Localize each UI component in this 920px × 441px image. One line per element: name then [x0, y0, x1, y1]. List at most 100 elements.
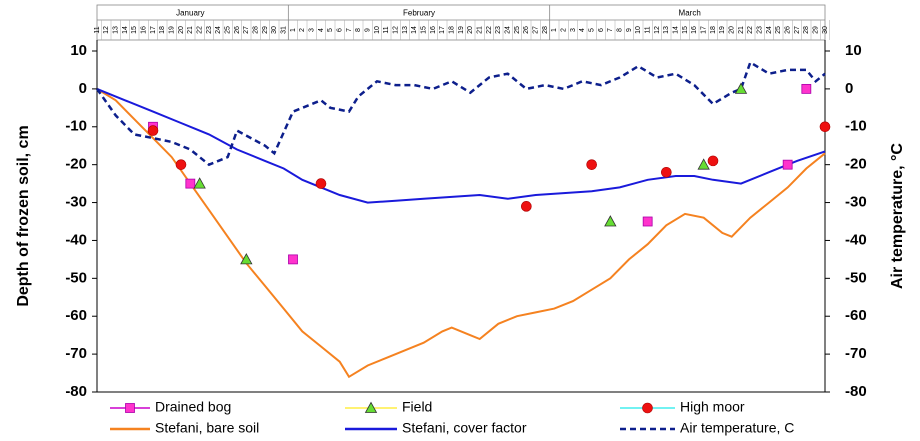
y-tick-label: -40: [65, 231, 87, 248]
x-tick-label: 18: [710, 26, 717, 34]
legend-label: Drained bog: [155, 399, 231, 415]
point: [193, 177, 206, 189]
x-tick-label: 13: [663, 26, 670, 34]
y-tick-label: -60: [65, 307, 87, 324]
y2-tick-label: -40: [845, 231, 867, 248]
x-tick-label: 15: [131, 26, 138, 34]
x-tick-label: 14: [673, 26, 680, 34]
x-tick-label: 7: [607, 28, 614, 32]
legend-label: Field: [402, 399, 432, 415]
x-tick-label: 18: [449, 26, 456, 34]
x-tick-label: 8: [355, 28, 362, 32]
x-tick-label: 16: [430, 26, 437, 34]
x-tick-label: 30: [271, 26, 278, 34]
point: [185, 178, 196, 189]
x-tick-label: 20: [467, 26, 474, 34]
x-tick-label: 6: [337, 28, 344, 32]
point: [801, 83, 812, 94]
x-tick-label: 22: [197, 26, 204, 34]
legend-marker: [364, 401, 378, 413]
legend-marker: [125, 403, 135, 413]
point: [819, 121, 831, 133]
point: [240, 253, 253, 265]
series-line: [95, 60, 826, 167]
x-tick-label: 21: [187, 26, 194, 34]
point: [697, 158, 710, 170]
x-tick-label: 8: [617, 28, 624, 32]
point: [315, 178, 327, 189]
x-tick-label: 14: [122, 26, 129, 34]
x-tick-label: 24: [505, 26, 512, 34]
x-tick-label: 30: [822, 26, 829, 34]
point: [734, 82, 748, 94]
point: [707, 155, 719, 167]
x-tick-label: 25: [775, 26, 782, 34]
y2-tick-label: -80: [845, 383, 867, 400]
x-tick-label: 28: [803, 26, 810, 34]
x-tick-label: 5: [327, 28, 334, 32]
x-tick-label: 4: [318, 28, 325, 32]
x-tick-label: 1: [290, 28, 297, 32]
x-tick-label: 25: [514, 26, 521, 34]
x-tick-label: 2: [561, 28, 568, 32]
legend-label: Stefani, cover factor: [402, 420, 527, 436]
x-tick-label: 12: [103, 26, 110, 34]
y2-tick-label: -20: [845, 156, 867, 173]
x-tick-label: 20: [178, 26, 185, 34]
x-tick-label: 1: [551, 28, 558, 32]
y-tick-label: -30: [65, 194, 87, 211]
x-tick-label: 23: [495, 26, 502, 34]
x-tick-label: 26: [785, 26, 792, 34]
legend-marker: [642, 402, 653, 414]
y2-tick-label: -70: [845, 345, 867, 362]
x-tick-label: 10: [635, 26, 642, 34]
x-tick-label: 31: [281, 26, 288, 34]
x-tick-label: 3: [309, 28, 316, 32]
x-tick-label: 22: [747, 26, 754, 34]
x-tick-label: 14: [411, 26, 418, 34]
month-label: February: [403, 9, 435, 18]
x-tick-label: 26: [523, 26, 530, 34]
x-tick-label: 27: [243, 26, 250, 34]
x-tick-label: 12: [393, 26, 400, 34]
x-tick-label: 11: [383, 26, 390, 33]
x-tick-label: 25: [225, 26, 232, 34]
x-tick-label: 27: [794, 26, 801, 34]
y2-tick-label: 10: [845, 42, 862, 59]
x-tick-label: 7: [346, 28, 353, 32]
x-tick-label: 29: [813, 26, 820, 34]
point: [147, 125, 159, 136]
x-tick-label: 3: [570, 28, 577, 32]
y2-tick-label: -30: [845, 194, 867, 211]
x-tick-label: 23: [206, 26, 213, 34]
y-tick-label: -20: [65, 156, 87, 173]
point: [175, 159, 187, 170]
month-label: January: [176, 9, 204, 18]
y-axis-title: Depth of frozen soil, cm: [15, 125, 32, 306]
x-tick-label: 11: [645, 26, 652, 33]
x-tick-label: 23: [757, 26, 764, 34]
x-tick-label: 18: [159, 26, 166, 34]
x-tick-label: 22: [486, 26, 493, 34]
series-line: [96, 87, 826, 204]
point: [604, 215, 617, 227]
x-tick-label: 24: [766, 26, 773, 34]
x-tick-label: 20: [729, 26, 736, 34]
legend-label: High moor: [680, 399, 745, 415]
point: [642, 216, 653, 227]
y-tick-label: -10: [65, 118, 87, 135]
y-tick-label: 0: [79, 80, 87, 97]
x-tick-label: 15: [421, 26, 428, 34]
x-tick-label: 28: [542, 26, 549, 34]
x-tick-label: 17: [439, 26, 446, 34]
point: [288, 254, 298, 265]
x-tick-label: 27: [533, 26, 540, 34]
x-tick-label: 17: [701, 26, 708, 34]
y-tick-label: -80: [65, 383, 87, 400]
legend-label: Stefani, bare soil: [155, 420, 259, 436]
x-tick-label: 24: [215, 26, 222, 34]
x-tick-label: 12: [654, 26, 661, 34]
x-tick-label: 28: [253, 26, 260, 34]
x-tick-label: 19: [169, 26, 176, 34]
